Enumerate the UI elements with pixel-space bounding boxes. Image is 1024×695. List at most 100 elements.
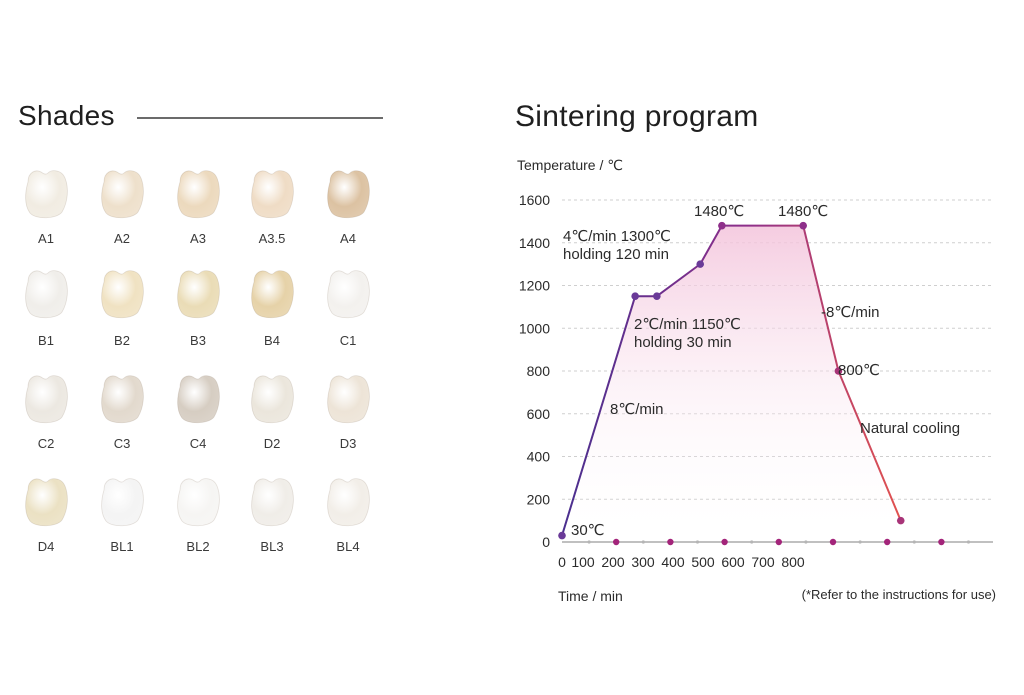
shade-tooth xyxy=(98,168,146,220)
axis-marker xyxy=(829,538,837,546)
tooth-icon xyxy=(327,478,370,527)
shade-tooth xyxy=(248,268,296,320)
tooth-icon xyxy=(177,478,220,527)
axis-marker xyxy=(667,538,674,546)
x-tick-label: 300 xyxy=(631,554,655,570)
shade-label: B2 xyxy=(114,333,130,348)
curve-fill xyxy=(562,225,901,542)
sintering-title: Sintering program xyxy=(515,100,759,133)
shade-label: A2 xyxy=(114,231,130,246)
y-tick-label: 1200 xyxy=(519,278,550,294)
shade-label: A3 xyxy=(190,231,206,246)
shade-tooth xyxy=(324,476,372,528)
shades-title: Shades xyxy=(18,100,115,131)
shade-tooth xyxy=(174,373,222,425)
shade-label: C2 xyxy=(37,436,55,451)
y-tick-label: 0 xyxy=(542,534,550,550)
shade-tooth xyxy=(98,373,146,425)
shade-label: B1 xyxy=(38,333,54,348)
shade-tooth xyxy=(22,476,70,528)
annotation-peak2: 1480℃ xyxy=(778,203,828,220)
shade-tooth xyxy=(22,168,70,220)
y-tick-label: 400 xyxy=(527,449,551,465)
shade-label: B4 xyxy=(264,333,280,348)
y-tick-label: 600 xyxy=(527,406,551,422)
curve-point xyxy=(834,367,843,375)
tooth-icon xyxy=(25,478,68,527)
annotation-hold1-line1: 2℃/min 1150℃ xyxy=(634,316,741,333)
x-tick-label: 100 xyxy=(571,554,595,570)
shade-tooth xyxy=(22,268,70,320)
curve-point xyxy=(653,292,661,300)
shade-tooth xyxy=(22,373,70,425)
y-axis-label: Temperature / ℃ xyxy=(517,157,623,173)
y-tick-label: 200 xyxy=(527,491,551,507)
tooth-icon xyxy=(25,170,68,219)
shade-label: C3 xyxy=(113,436,131,451)
annotation-peak1: 1480℃ xyxy=(694,203,744,220)
x-tick-label: 0 xyxy=(558,554,566,570)
y-tick-label: 1400 xyxy=(519,235,550,251)
shade-tooth xyxy=(98,476,146,528)
shade-label: BL2 xyxy=(186,539,210,554)
tooth-icon xyxy=(251,478,294,527)
annotation-hold1-line2: holding 30 min xyxy=(634,334,732,351)
annotation-natural-cooling: Natural cooling xyxy=(860,420,960,437)
tooth-icon xyxy=(101,375,144,424)
shade-label: D4 xyxy=(37,539,55,554)
tooth-icon xyxy=(251,170,294,219)
shade-label: D2 xyxy=(263,436,281,451)
shade-tooth xyxy=(324,168,372,220)
shade-label: A1 xyxy=(38,231,54,246)
tooth-icon xyxy=(177,170,220,219)
shade-label: A4 xyxy=(340,231,356,246)
shade-label: D3 xyxy=(339,436,357,451)
curve-point xyxy=(718,221,726,230)
y-tick-label: 1600 xyxy=(519,192,550,208)
shade-tooth xyxy=(98,268,146,320)
axis-marker xyxy=(938,538,945,546)
x-tick-label: 400 xyxy=(661,554,685,570)
shade-tooth xyxy=(174,268,222,320)
x-tick-label: 500 xyxy=(691,554,715,570)
tooth-icon xyxy=(327,170,370,219)
tooth-icon xyxy=(25,375,68,424)
curve-points xyxy=(558,221,905,540)
shade-tooth xyxy=(174,476,222,528)
annotation-hold2-line2: holding 120 min xyxy=(563,246,669,263)
axis-marker xyxy=(775,538,782,546)
shade-tooth xyxy=(324,268,372,320)
curve-point xyxy=(631,292,639,300)
axis-markers xyxy=(613,538,945,546)
annotation-start-temp: 30℃ xyxy=(571,522,605,539)
curve-point xyxy=(799,221,807,230)
tooth-icon xyxy=(25,270,68,319)
shade-label: C1 xyxy=(339,333,357,348)
tooth-icon xyxy=(101,270,144,319)
annotation-cool-point: 800℃ xyxy=(838,362,880,379)
annotation-hold2-line1: 4℃/min 1300℃ xyxy=(563,228,671,245)
tooth-icon xyxy=(327,375,370,424)
y-tick-labels: 0 200 400 600 800 1000 1200 1400 1600 xyxy=(519,192,550,550)
x-tick-label: 800 xyxy=(781,554,805,570)
tooth-icon xyxy=(327,270,370,319)
annotation-cool-rate: -8℃/min xyxy=(821,304,880,321)
x-tick-labels: 0 100 200 300 400 500 600 700 800 xyxy=(558,554,805,570)
shade-label: B3 xyxy=(190,333,206,348)
shade-label: BL4 xyxy=(336,539,360,554)
y-tick-label: 800 xyxy=(527,363,551,379)
curve-point xyxy=(896,516,905,525)
x-tick-label: 700 xyxy=(751,554,775,570)
shade-label: BL1 xyxy=(110,539,134,554)
shade-label: BL3 xyxy=(260,539,284,554)
shade-label: A3.5 xyxy=(258,231,286,246)
x-axis-label: Time / min xyxy=(558,588,623,604)
tooth-icon xyxy=(177,375,220,424)
axis-marker xyxy=(884,538,891,546)
axis-marker xyxy=(613,538,620,546)
tooth-icon xyxy=(251,375,294,424)
axis-tick-dot xyxy=(966,540,971,544)
curve-area xyxy=(562,225,901,542)
shade-tooth xyxy=(248,476,296,528)
shade-tooth xyxy=(248,168,296,220)
